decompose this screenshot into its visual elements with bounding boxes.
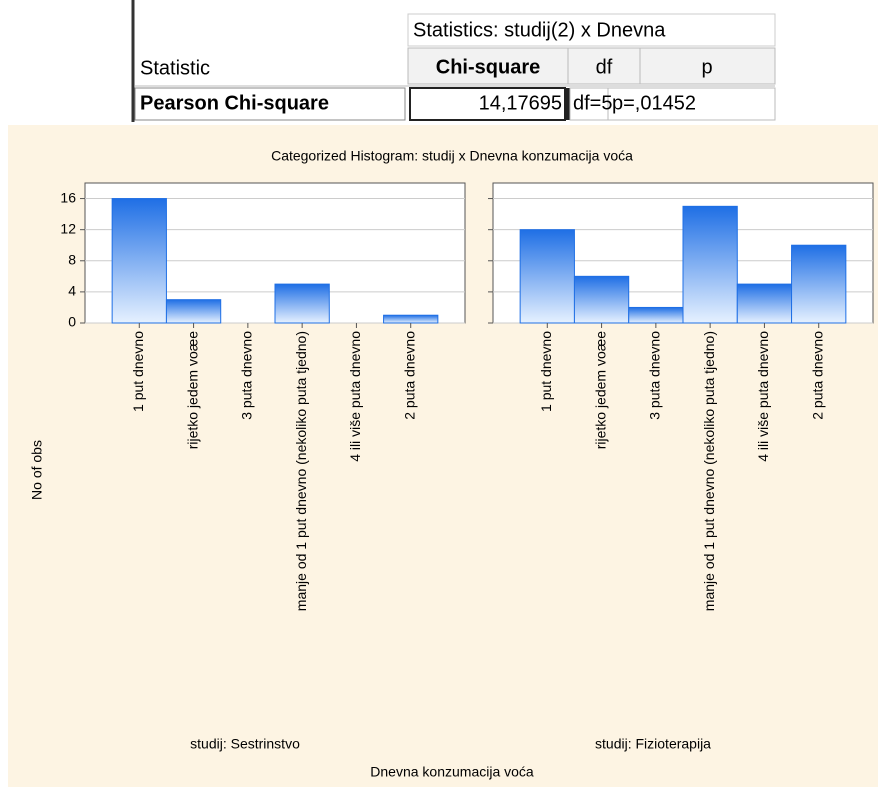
bar xyxy=(736,283,793,324)
bar xyxy=(274,283,330,324)
x-tick-label: 3 puta dnevno xyxy=(239,331,255,420)
x-tick-label: 1 put dnevno xyxy=(130,331,146,412)
y-tick-label: 8 xyxy=(68,251,76,267)
bar xyxy=(111,198,167,324)
y-tick-label: 0 xyxy=(68,314,76,330)
bar xyxy=(791,244,847,324)
y-tick-label: 12 xyxy=(60,220,76,236)
bar xyxy=(165,299,222,324)
table-cell: 14,17695 xyxy=(479,92,562,114)
row-header: Pearson Chi-square xyxy=(140,92,329,114)
bar xyxy=(628,306,684,324)
x-tick-label: 3 puta dnevno xyxy=(647,331,663,420)
column-header: Chi-square xyxy=(436,56,540,78)
subtitle: studij: Sestrinstvo xyxy=(190,736,300,752)
bar xyxy=(682,205,738,324)
x-tick-label: manje od 1 put dnevno (nekoliko puta tje… xyxy=(293,331,309,611)
bar xyxy=(573,275,630,324)
x-tick-label: 2 puta dnevno xyxy=(401,331,417,420)
table-cell: df=5 xyxy=(573,92,612,114)
chart-title: Categorized Histogram: studij x Dnevna k… xyxy=(271,148,633,164)
table-cell: p=,01452 xyxy=(612,92,696,114)
subtitle: studij: Fizioterapija xyxy=(595,736,711,752)
y-tick-label: 16 xyxy=(60,189,76,205)
x-tick-label: 2 puta dnevno xyxy=(809,331,825,420)
y-axis-label: No of obs xyxy=(29,440,45,500)
table-header: Statistics: studij(2) x Dnevna xyxy=(413,19,666,41)
column-header: Statistic xyxy=(140,57,210,79)
x-axis-label: Dnevna konzumacija voća xyxy=(370,764,534,780)
stats-table: Statistics: studij(2) x Dnevna Statistic… xyxy=(131,0,776,122)
x-tick-label: 4 ili više puta dnevno xyxy=(347,331,363,462)
x-tick-label: 4 ili više puta dnevno xyxy=(755,331,771,462)
x-tick-label: rijetko jedem voæe xyxy=(592,331,608,449)
bar xyxy=(383,314,439,324)
x-tick-label: manje od 1 put dnevno (nekoliko puta tje… xyxy=(701,331,717,611)
column-header: df xyxy=(596,56,613,78)
y-tick-label: 4 xyxy=(68,283,76,299)
x-tick-label: 1 put dnevno xyxy=(538,331,554,412)
x-tick-label: rijetko jedem voæe xyxy=(184,331,200,449)
bar xyxy=(519,229,575,324)
column-header: p xyxy=(701,56,712,78)
